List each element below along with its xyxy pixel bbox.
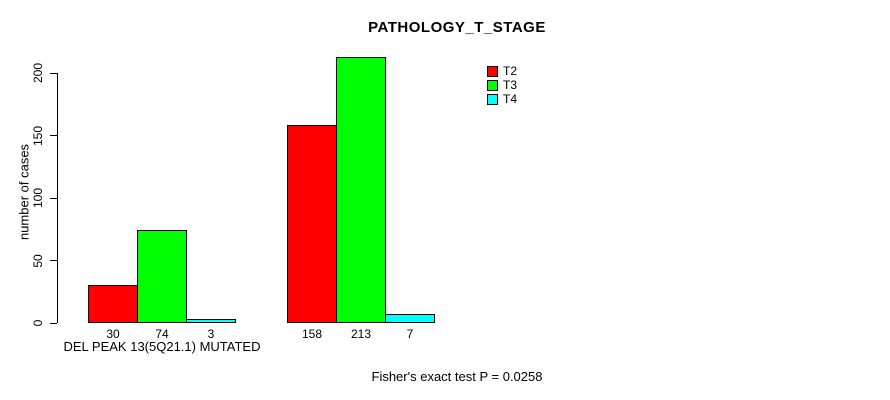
annotation-text: Fisher's exact test P = 0.0258 xyxy=(371,369,543,384)
legend-item: T3 xyxy=(487,78,517,92)
bar-t2-group1 xyxy=(88,285,138,323)
bar-t2-group2 xyxy=(287,125,337,323)
legend-item: T4 xyxy=(487,92,517,106)
bar-value-label: 74 xyxy=(155,327,169,341)
bar-t4-group1 xyxy=(186,319,236,323)
legend-swatch-t4 xyxy=(487,93,498,105)
legend-label: T3 xyxy=(503,78,518,92)
bar-t4-group2 xyxy=(385,314,435,323)
y-tick-mark xyxy=(50,135,57,136)
y-axis-title: number of cases xyxy=(16,143,32,241)
y-tick-label: 150 xyxy=(31,125,45,146)
bar-t3-group1 xyxy=(137,230,187,323)
y-tick-label: 0 xyxy=(31,319,45,327)
bar-value-label: 158 xyxy=(301,327,323,341)
category-label: DEL PEAK 13(5Q21.1) MUTATED xyxy=(63,339,261,354)
y-tick-label: 100 xyxy=(31,187,45,209)
bar-value-label: 3 xyxy=(207,327,215,341)
y-tick-mark xyxy=(50,197,57,199)
bar-value-label: 213 xyxy=(350,327,372,341)
y-tick-mark xyxy=(50,322,57,324)
bar-value-label: 30 xyxy=(106,327,120,341)
y-tick-mark xyxy=(50,72,57,74)
y-tick-label: 200 xyxy=(31,62,45,84)
y-tick-mark xyxy=(50,260,57,261)
legend-swatch-t2 xyxy=(487,65,498,77)
legend: T2 T3 T4 xyxy=(487,64,517,106)
bar-value-label: 7 xyxy=(406,327,414,341)
legend-label: T4 xyxy=(503,92,518,106)
legend-swatch-t3 xyxy=(487,79,498,91)
bar-t3-group2 xyxy=(336,57,386,323)
legend-item: T2 xyxy=(487,64,517,78)
y-tick-label: 50 xyxy=(31,253,45,268)
chart-title: PATHOLOGY_T_STAGE xyxy=(368,19,546,36)
y-axis-line xyxy=(57,73,58,323)
legend-label: T2 xyxy=(503,64,518,78)
